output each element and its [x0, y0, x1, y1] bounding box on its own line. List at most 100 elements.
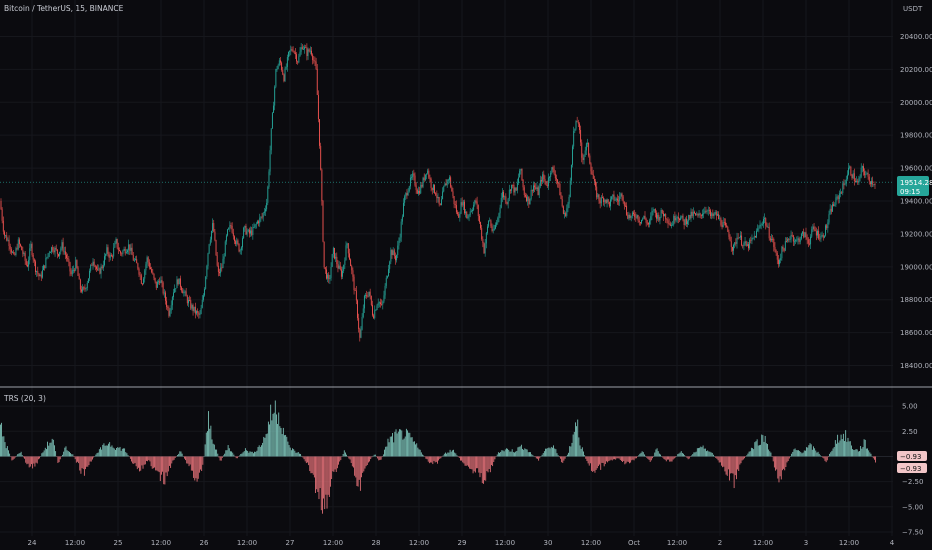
- trs-bar: [24, 456, 25, 459]
- candle-body: [442, 191, 444, 200]
- trs-bar: [737, 456, 738, 470]
- trs-bar: [443, 453, 445, 457]
- candle-body: [41, 270, 43, 278]
- candle-body: [656, 212, 657, 219]
- candle-body: [553, 169, 555, 175]
- candle-body: [554, 174, 556, 179]
- trs-bar: [403, 438, 405, 457]
- candle-body: [782, 246, 784, 249]
- trs-bar: [731, 456, 733, 474]
- candle-body: [480, 222, 481, 229]
- candle-body: [518, 177, 519, 183]
- candle-body: [143, 278, 145, 284]
- trs-bar: [202, 456, 204, 465]
- trs-bar: [461, 456, 462, 461]
- candle-body: [751, 238, 753, 241]
- candle-body: [843, 183, 845, 185]
- candle-body: [15, 248, 17, 255]
- trs-bar: [186, 456, 188, 464]
- trs-bar: [554, 448, 556, 457]
- candle-body: [188, 299, 189, 304]
- trs-bar: [235, 456, 237, 459]
- candle-body: [142, 283, 143, 285]
- trs-bar: [589, 456, 591, 464]
- candle-body: [29, 248, 31, 261]
- candle-body: [216, 255, 218, 266]
- candle-body: [780, 258, 782, 261]
- candle-body: [315, 61, 317, 69]
- trs-bar: [727, 456, 729, 470]
- candle-body: [705, 210, 707, 212]
- candle-body: [687, 221, 688, 225]
- candle-body: [330, 267, 332, 278]
- price-tick-label: 19400.00: [900, 198, 932, 206]
- x-tick-label: 12:00: [323, 539, 343, 547]
- candle-body: [477, 205, 479, 216]
- trs-bar: [677, 454, 679, 457]
- candle-body: [62, 242, 64, 252]
- candle-body: [468, 215, 470, 217]
- candle-body: [869, 181, 871, 185]
- trs-bar: [538, 456, 540, 461]
- trs-bar: [865, 448, 867, 457]
- candle-body: [154, 277, 156, 282]
- axes: 24 12:00 25 12:00 26 12:00 27 12:00 28 12:00 29 12:…: [28, 33, 932, 547]
- trs-bar: [811, 449, 813, 457]
- trs-bar: [747, 453, 749, 457]
- trs-bar: [276, 414, 277, 457]
- trs-bar: [102, 444, 104, 457]
- candle-body: [236, 240, 238, 244]
- trs-bar: [43, 450, 45, 457]
- candle-body: [676, 217, 678, 219]
- candle-body: [528, 196, 530, 205]
- trs-bar: [33, 456, 35, 464]
- trs-bar: [433, 456, 435, 461]
- candle-body: [769, 238, 771, 241]
- trs-bar: [210, 425, 212, 457]
- trs-bar: [777, 456, 779, 479]
- trs-bar: [770, 452, 772, 457]
- trs-bar: [695, 451, 697, 457]
- candle-body: [313, 60, 315, 61]
- trs-bar: [547, 448, 549, 457]
- candle-body: [162, 282, 164, 294]
- trs-bar: [489, 456, 491, 473]
- trs-bar: [606, 456, 607, 462]
- trs-bar: [19, 452, 21, 457]
- trs-bar: [485, 456, 487, 481]
- candle-body: [357, 300, 358, 319]
- candle-body: [276, 69, 278, 70]
- trs-bar: [216, 449, 218, 457]
- trs-bar: [748, 451, 750, 457]
- trs-bar: [88, 456, 90, 466]
- candle-body: [52, 247, 54, 251]
- candle-body: [668, 223, 670, 225]
- trs-bar: [532, 455, 534, 457]
- candle-body: [207, 253, 209, 267]
- trs-bar: [607, 456, 609, 463]
- candle-body: [101, 266, 103, 269]
- trs-bar: [815, 450, 817, 457]
- trs-bar: [169, 456, 170, 466]
- candle-body: [328, 274, 330, 280]
- candle-body: [592, 174, 594, 179]
- candle-body: [810, 236, 812, 245]
- candle-body: [866, 173, 868, 175]
- candle-body: [500, 197, 502, 208]
- candle-body: [10, 249, 12, 253]
- trs-bar: [841, 439, 843, 457]
- trs-bar: [657, 451, 659, 457]
- candle-body: [363, 295, 365, 309]
- candle-body: [292, 50, 294, 52]
- trs-bar: [52, 439, 54, 457]
- trs-bar: [625, 456, 627, 464]
- candle-body: [254, 224, 256, 228]
- trs-bar: [508, 449, 510, 457]
- candle-body: [96, 266, 97, 269]
- trs-bar: [255, 451, 257, 457]
- candle-body: [48, 252, 50, 254]
- candle-body: [792, 235, 794, 242]
- trs-bar: [602, 456, 604, 464]
- trs-bar: [28, 456, 30, 468]
